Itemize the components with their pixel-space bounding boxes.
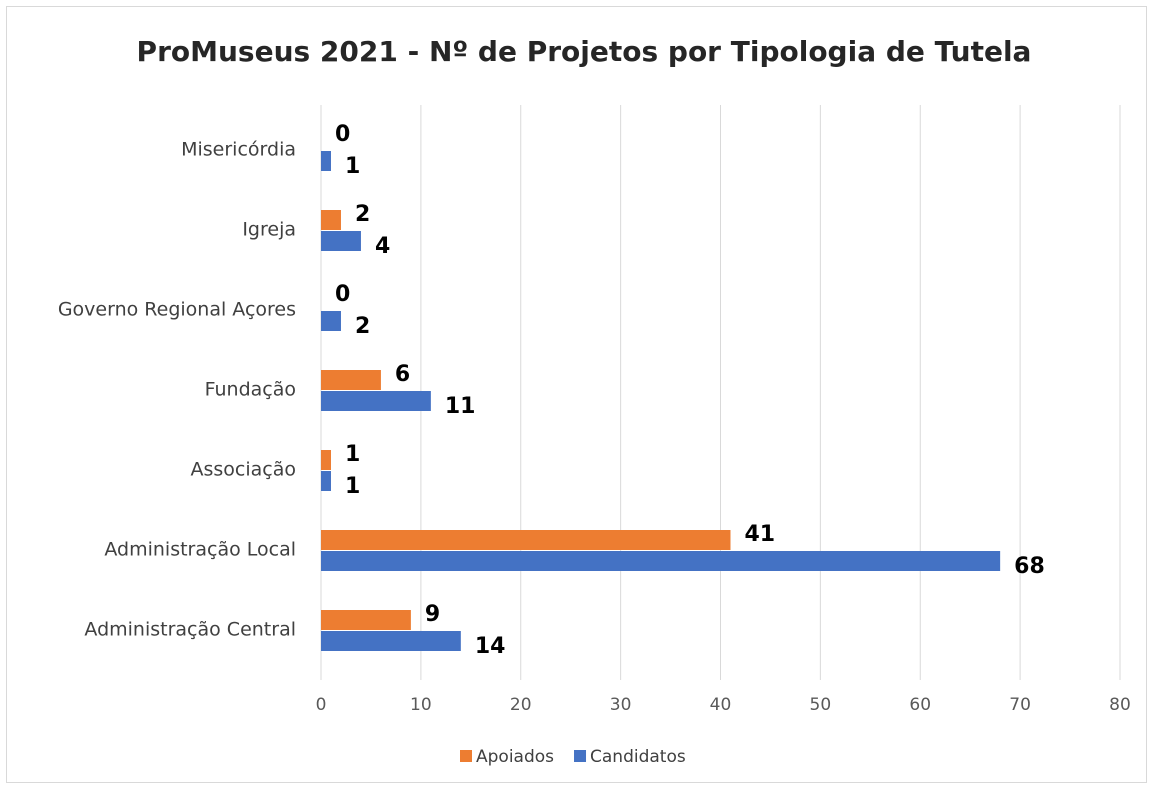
x-tick-label: 20 <box>510 695 532 715</box>
y-tick-label: Administração Local <box>104 539 296 561</box>
bar <box>321 370 381 390</box>
bar <box>321 151 331 171</box>
x-tick-label: 70 <box>1009 695 1031 715</box>
bar <box>321 231 361 251</box>
bar <box>321 391 431 411</box>
chart-frame <box>6 6 1147 783</box>
data-label: 11 <box>445 394 476 419</box>
x-tick-label: 40 <box>710 695 732 715</box>
data-label: 6 <box>395 362 410 387</box>
data-label: 41 <box>744 522 775 547</box>
legend-swatch <box>574 750 587 762</box>
y-tick-label: Governo Regional Açores <box>58 299 296 321</box>
chart-title: ProMuseus 2021 - Nº de Projetos por Tipo… <box>137 35 1032 68</box>
data-label: 1 <box>345 154 360 179</box>
legend-label: Candidatos <box>590 747 686 767</box>
y-tick-label: Fundação <box>205 379 296 401</box>
x-tick-label: 80 <box>1109 695 1131 715</box>
data-label: 4 <box>375 234 390 259</box>
y-tick-label: Misericórdia <box>181 139 296 161</box>
x-tick-label: 60 <box>909 695 931 715</box>
data-label: 2 <box>355 202 370 227</box>
legend-swatch <box>460 750 472 762</box>
bar <box>321 610 411 630</box>
y-tick-label: Igreja <box>242 219 296 241</box>
bar <box>321 450 331 470</box>
data-label: 2 <box>355 314 370 339</box>
bar <box>321 631 461 651</box>
bar <box>321 471 331 491</box>
data-label: 14 <box>475 634 506 659</box>
x-tick-label: 10 <box>410 695 432 715</box>
data-label: 0 <box>335 122 350 147</box>
data-label: 1 <box>345 474 360 499</box>
data-label: 9 <box>425 602 440 627</box>
x-tick-label: 30 <box>610 695 632 715</box>
bar <box>321 530 731 550</box>
bar <box>321 311 341 331</box>
x-tick-label: 0 <box>316 695 327 715</box>
legend-label: Apoiados <box>476 747 554 767</box>
data-label: 68 <box>1014 554 1045 579</box>
bar <box>321 210 341 230</box>
data-label: 0 <box>335 282 350 307</box>
bar <box>321 551 1001 571</box>
y-tick-label: Administração Central <box>84 619 296 641</box>
y-tick-label: Associação <box>190 459 296 481</box>
x-tick-label: 50 <box>810 695 832 715</box>
data-label: 1 <box>345 442 360 467</box>
